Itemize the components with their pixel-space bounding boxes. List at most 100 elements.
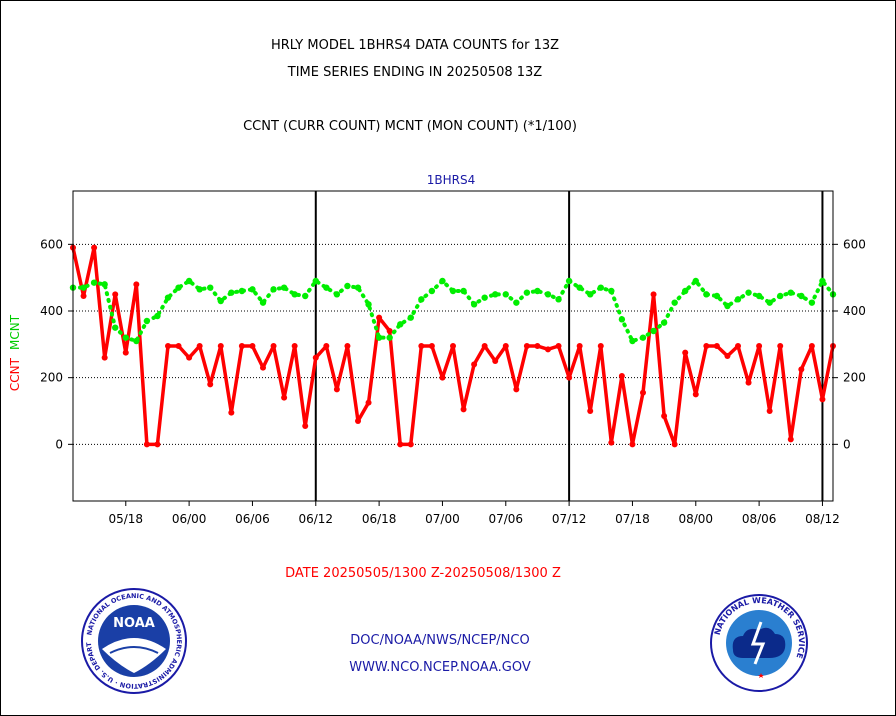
data-point-ccnt (513, 386, 520, 393)
data-point-ccnt (407, 441, 414, 448)
data-point-mcnt (460, 287, 467, 295)
data-point-ccnt (713, 343, 720, 349)
data-point-ccnt (365, 399, 372, 406)
noaa-logo-icon: NOAA NATIONAL OCEANIC AND ATMOSPHERIC AD… (80, 587, 187, 694)
data-point-ccnt (428, 343, 435, 349)
data-point-ccnt (608, 439, 615, 446)
data-point-ccnt (196, 343, 203, 349)
data-point-mcnt (660, 319, 668, 326)
vertical-lines-layer (314, 191, 824, 501)
data-point-ccnt (122, 349, 129, 356)
data-point-mcnt (777, 292, 784, 300)
data-point-mcnt (587, 291, 594, 298)
data-point-mcnt (354, 284, 362, 291)
link-doc-noaa[interactable]: DOC/NOAA/NWS/NCEP/NCO (350, 633, 530, 648)
data-point-mcnt (439, 277, 446, 285)
data-point-ccnt (587, 408, 594, 414)
data-point-ccnt (481, 343, 488, 349)
data-point-ccnt (333, 386, 340, 393)
data-point-mcnt (544, 291, 552, 298)
data-point-mcnt (217, 297, 224, 305)
data-point-mcnt (333, 291, 341, 298)
y-tick-label-right: 200 (843, 371, 866, 385)
data-point-mcnt (492, 291, 499, 298)
data-point-ccnt (808, 343, 815, 349)
data-point-ccnt (228, 409, 235, 416)
data-point-mcnt (407, 314, 414, 321)
data-point-mcnt (196, 286, 203, 293)
data-point-ccnt (302, 423, 309, 429)
data-point-ccnt (460, 406, 467, 413)
x-tick-label: 06/06 (235, 512, 270, 526)
data-point-ccnt (312, 354, 319, 361)
data-point-ccnt (101, 354, 108, 361)
data-point-ccnt (80, 293, 87, 299)
data-point-ccnt (175, 343, 182, 349)
y-tick-label-left: 400 (40, 304, 63, 318)
data-point-ccnt (798, 366, 805, 373)
data-point-mcnt (80, 284, 87, 291)
data-point-mcnt (449, 287, 457, 295)
data-point-mcnt (228, 289, 235, 296)
data-point-mcnt (639, 334, 647, 341)
data-point-ccnt (534, 343, 541, 349)
data-point-mcnt (386, 334, 393, 341)
data-point-ccnt (777, 343, 784, 349)
data-point-mcnt (270, 286, 277, 293)
data-point-mcnt (470, 301, 478, 308)
data-point-ccnt (756, 343, 763, 349)
data-point-mcnt (766, 299, 773, 306)
y-tick-label-right: 600 (843, 237, 866, 251)
x-tick-label: 06/18 (362, 512, 397, 526)
data-point-ccnt (323, 343, 330, 349)
data-point-ccnt (165, 343, 171, 349)
data-point-mcnt (481, 294, 488, 301)
noaa-logo-text: NOAA (113, 616, 155, 631)
y-tick-label-left: 600 (40, 237, 63, 251)
data-point-mcnt (238, 287, 246, 295)
data-point-mcnt (734, 296, 742, 303)
chart-title-line-1: HRLY MODEL 1BHRS4 DATA COUNTS for 13Z (270, 38, 560, 53)
plot-title: 1BHRS4 (427, 173, 475, 187)
data-point-mcnt (513, 299, 520, 306)
data-point-mcnt (650, 327, 657, 335)
nws-logo-icon: NATIONAL WEATHER SERVICE (710, 594, 808, 692)
data-point-mcnt (365, 301, 372, 308)
data-point-mcnt (154, 312, 161, 320)
data-point-ccnt (661, 413, 668, 419)
link-nco-website[interactable]: WWW.NCO.NCEP.NOAA.GOV (349, 660, 531, 675)
data-point-ccnt (682, 349, 689, 356)
data-point-ccnt (281, 394, 288, 401)
data-point-mcnt (597, 284, 604, 291)
data-point-ccnt (787, 436, 794, 443)
data-point-ccnt (819, 396, 826, 403)
data-point-ccnt (692, 391, 699, 398)
data-point-mcnt (565, 277, 573, 285)
data-point-ccnt (270, 343, 277, 349)
data-point-mcnt (502, 291, 509, 298)
data-point-mcnt (101, 281, 108, 288)
data-point-mcnt (798, 292, 805, 300)
data-point-mcnt (555, 296, 562, 303)
data-point-mcnt (608, 287, 615, 295)
data-point-ccnt (291, 343, 298, 349)
y-tick-label-left: 0 (55, 437, 63, 451)
data-point-ccnt (650, 291, 657, 298)
grid-layer (73, 243, 833, 445)
data-point-ccnt (471, 361, 478, 368)
data-point-ccnt (418, 343, 425, 349)
data-point-mcnt (703, 291, 710, 298)
x-tick-label: 08/00 (678, 512, 713, 526)
data-point-ccnt (629, 441, 636, 448)
data-point-ccnt (735, 343, 741, 349)
y-tick-label-right: 400 (843, 304, 866, 318)
date-range-label: DATE 20250505/1300 Z-20250508/1300 Z (285, 566, 561, 581)
data-point-ccnt (344, 343, 351, 349)
data-point-ccnt (545, 346, 551, 353)
data-point-ccnt (555, 343, 562, 349)
data-point-mcnt (418, 296, 425, 303)
data-point-mcnt (312, 277, 319, 285)
data-point-mcnt (428, 287, 436, 295)
y-axis-label-ccnt: CCNT (8, 357, 22, 391)
